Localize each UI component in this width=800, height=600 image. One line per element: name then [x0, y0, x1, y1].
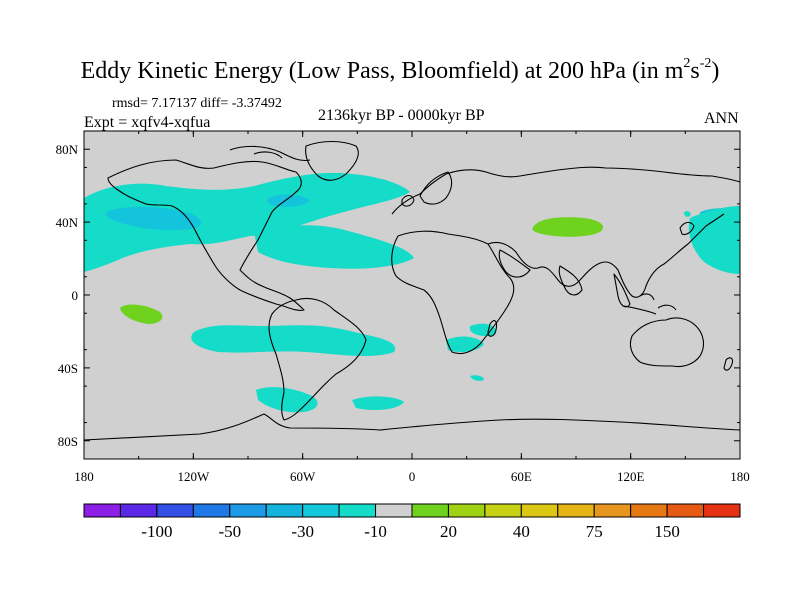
colorbar-swatch — [666, 503, 705, 518]
coast-arctic-islands — [229, 145, 311, 162]
coast-antarctica — [84, 413, 740, 441]
lon-tick-label: 180 — [730, 469, 750, 484]
coast-madagascar — [487, 320, 498, 337]
colorbar-swatch — [192, 503, 231, 518]
coast-new-zealand — [723, 357, 734, 371]
coast-india — [558, 265, 583, 296]
colorbar-swatch — [484, 503, 522, 518]
colorbar-swatch — [411, 503, 449, 518]
contour-north-pacific-band — [84, 172, 410, 272]
contour-tibet-positive — [532, 217, 604, 237]
colorbar-swatch — [520, 503, 559, 518]
coast-north-america — [107, 159, 305, 311]
lon-tick-label: 0 — [409, 469, 416, 484]
contour-pacific-core-east — [267, 194, 310, 207]
stats-text: rmsd= 7.17137 diff= -3.37492 — [112, 96, 282, 111]
colorbar-swatch — [338, 503, 377, 518]
coast-australia — [629, 317, 705, 368]
contour-south-pacific — [191, 325, 396, 357]
lon-tick-label: 120E — [617, 469, 645, 484]
colorbar-swatch — [302, 503, 340, 518]
colorbar-swatch — [593, 503, 632, 518]
colorbar-swatch — [703, 503, 741, 518]
lon-tick-label: 60E — [511, 469, 532, 484]
season-label: ANN — [704, 110, 739, 127]
contour-south-pacific-positive — [120, 304, 163, 324]
colorbar-label: -30 — [291, 522, 314, 541]
colorbar-label: -100 — [141, 522, 172, 541]
colorbar-swatch — [229, 503, 267, 518]
coast-greenland — [305, 140, 359, 181]
colorbar-labels: -100 -50 -30 -10 20 40 75 150 — [141, 522, 680, 541]
colorbar-swatch — [557, 503, 595, 518]
lon-tick-label: 180 — [74, 469, 94, 484]
coast-scandinavia — [419, 171, 453, 205]
colorbar-swatch — [265, 503, 304, 518]
coast-indochina — [613, 273, 631, 308]
axis-ticks — [83, 130, 741, 460]
contour-north-atlantic-band — [254, 225, 414, 269]
axis-tick-labels: 80N 40N 0 40S 80S 180 120W 60W 0 60E 120E 180 — [56, 142, 750, 484]
lat-tick-label: 0 — [72, 288, 79, 303]
colorbar-swatch — [375, 503, 413, 518]
lat-tick-label: 40S — [58, 361, 78, 376]
experiment-label: Expt = xqfv4-xqfua — [84, 114, 211, 131]
coast-south-america — [268, 297, 367, 421]
colorbar-swatch — [119, 503, 158, 518]
contour-south-atlantic — [352, 396, 404, 410]
contour-pacific-core — [105, 206, 201, 231]
colorbar-label: -50 — [218, 522, 241, 541]
coast-british-isles — [401, 194, 415, 207]
colorbar-label: -10 — [364, 522, 387, 541]
colorbar-swatch — [630, 503, 668, 518]
colorbar — [83, 503, 741, 518]
coast-indonesia — [623, 293, 677, 315]
colorbar-swatch — [447, 503, 486, 518]
colorbar-label: 75 — [586, 522, 603, 541]
coast-europe — [391, 166, 740, 215]
colorbar-label: 150 — [654, 522, 680, 541]
lat-tick-label: 40N — [56, 215, 79, 230]
contour-south-america — [256, 387, 318, 413]
contour-indian-ocean — [470, 375, 484, 381]
colorbar-swatch — [156, 503, 194, 518]
lat-tick-label: 80S — [58, 434, 78, 449]
coast-arabia — [498, 249, 531, 278]
colorbar-swatch — [83, 503, 121, 518]
lat-tick-label: 80N — [56, 142, 79, 157]
plot-title: Eddy Kinetic Energy (Low Pass, Bloomfiel… — [80, 56, 720, 84]
lon-tick-label: 60W — [290, 469, 316, 484]
coast-asia — [487, 213, 725, 298]
contour-north-pacific-small — [684, 211, 691, 217]
lon-tick-label: 120W — [177, 469, 210, 484]
coast-japan — [679, 221, 695, 236]
coastlines — [84, 140, 740, 441]
colorbar-label: 40 — [513, 522, 530, 541]
period-label: 2136kyr BP - 0000kyr BP — [318, 107, 485, 124]
anomaly-field — [84, 172, 740, 413]
coast-africa — [391, 230, 515, 355]
colorbar-label: 20 — [440, 522, 457, 541]
contour-west-pacific-band — [688, 206, 740, 274]
